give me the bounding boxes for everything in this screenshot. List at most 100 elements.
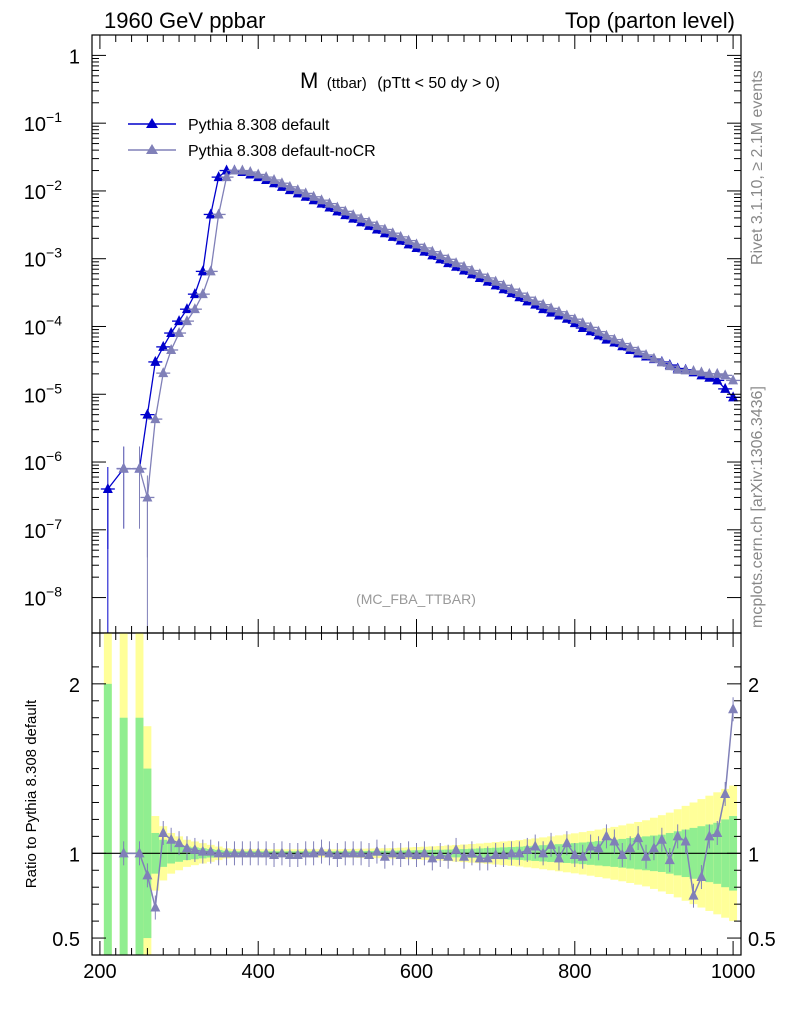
y-tick-label-exponent: −3 [46, 245, 62, 261]
ratio-point-nocr [189, 843, 200, 854]
ratio-point-nocr [213, 847, 224, 858]
ratio-point-nocr [625, 842, 636, 853]
ratio-point-nocr [245, 847, 256, 858]
data-point-nocr [458, 260, 469, 271]
ratio-point-nocr [292, 849, 303, 860]
ratio-point-nocr [664, 854, 675, 865]
ratio-point-nocr [522, 843, 533, 854]
x-tick-label: 1000 [711, 961, 756, 983]
data-point-default [720, 382, 731, 393]
ratio-point-nocr [633, 832, 644, 843]
data-point-default [221, 164, 232, 175]
ratio-point-nocr [308, 847, 319, 858]
y-tick-label-exponent: −4 [46, 312, 62, 328]
data-point-nocr [569, 313, 580, 324]
data-point-nocr [158, 367, 169, 378]
data-point-default [158, 340, 169, 351]
ratio-point-nocr [466, 847, 477, 858]
ratio-point-nocr [443, 850, 454, 861]
ratio-point-nocr [237, 847, 248, 858]
data-point-nocr [514, 287, 525, 298]
ratio-y-tick-label-right: 0.5 [748, 929, 776, 951]
ratio-point-nocr [221, 847, 232, 858]
ratio-point-nocr [332, 849, 343, 860]
data-point-nocr [403, 234, 414, 245]
y-tick-label: 10−1 [24, 109, 62, 136]
data-point-nocr [553, 305, 564, 316]
data-point-nocr [189, 303, 200, 314]
data-point-nocr [324, 197, 335, 208]
data-point-nocr [166, 343, 177, 354]
data-point-nocr [546, 302, 557, 313]
mcplots-credit-label: mcplots.cern.ch [arXiv:1306.3436] [749, 386, 766, 628]
ratio-band-inner [135, 717, 144, 955]
ratio-point-nocr [609, 835, 620, 846]
data-point-nocr [411, 238, 422, 249]
data-point-nocr [474, 268, 485, 279]
ratio-point-nocr [451, 843, 462, 854]
data-point-default [142, 408, 153, 419]
ratio-y-tick-label: 0.5 [52, 929, 80, 951]
header-energy-label: 1960 GeV ppbar [104, 8, 265, 33]
data-point-nocr [664, 360, 675, 371]
rivet-version-label: Rivet 3.1.10, ≥ 2.1M events [749, 70, 766, 265]
ratio-point-nocr [553, 852, 564, 863]
data-point-nocr [181, 315, 192, 326]
data-point-nocr [300, 187, 311, 198]
ratio-point-nocr [411, 849, 422, 860]
ratio-point-nocr [656, 833, 667, 844]
data-point-default [197, 265, 208, 276]
data-point-nocr [648, 352, 659, 363]
y-tick-label-base: 10 [24, 317, 46, 339]
x-tick-label: 800 [558, 961, 591, 983]
data-point-nocr [656, 356, 667, 367]
data-point-nocr [538, 298, 549, 309]
ratio-point-nocr [435, 849, 446, 860]
ratio-point-nocr [387, 847, 398, 858]
data-point-nocr [601, 329, 612, 340]
data-point-nocr [633, 345, 644, 356]
ratio-point-nocr [181, 842, 192, 853]
data-point-nocr [356, 212, 367, 223]
data-point-nocr [284, 180, 295, 191]
y-tick-label: 10−5 [24, 380, 62, 407]
x-tick-label: 600 [400, 961, 433, 983]
ratio-point-nocr [284, 849, 295, 860]
data-point-nocr [213, 208, 224, 219]
ratio-point-nocr [158, 826, 169, 837]
y-tick-label-base: 10 [24, 589, 46, 611]
data-point-nocr [641, 348, 652, 359]
main-panel [91, 34, 742, 634]
data-point-nocr [332, 201, 343, 212]
data-point-nocr [142, 491, 153, 502]
data-point-nocr [174, 327, 185, 338]
ratio-point-nocr [680, 835, 691, 846]
data-point-nocr [245, 166, 256, 177]
data-point-nocr [253, 168, 264, 179]
data-point-nocr [269, 174, 280, 185]
ratio-point-nocr [174, 837, 185, 848]
ratio-point-nocr [569, 849, 580, 860]
ratio-point-nocr [474, 852, 485, 863]
data-point-nocr [276, 177, 287, 188]
ratio-point-nocr [617, 849, 628, 860]
y-tick-label-exponent: −8 [46, 584, 62, 600]
data-point-default [174, 315, 185, 326]
ratio-point-nocr [427, 852, 438, 863]
data-point-nocr [134, 462, 145, 473]
data-point-nocr [451, 257, 462, 268]
ratio-point-nocr [720, 788, 731, 798]
y-tick-label: 10−3 [24, 245, 62, 272]
data-point-nocr [348, 209, 359, 220]
data-point-nocr [316, 194, 327, 205]
ratio-point-nocr [704, 830, 715, 841]
ratio-point-nocr [530, 840, 541, 851]
ratio-point-nocr [577, 850, 588, 861]
data-point-nocr [237, 164, 248, 175]
ratio-point-nocr [403, 847, 414, 858]
y-tick-label-base: 10 [24, 453, 46, 475]
ratio-point-nocr [371, 845, 382, 856]
plot-title-main: M [300, 68, 318, 93]
y-tick-label-exponent: −6 [46, 448, 62, 464]
